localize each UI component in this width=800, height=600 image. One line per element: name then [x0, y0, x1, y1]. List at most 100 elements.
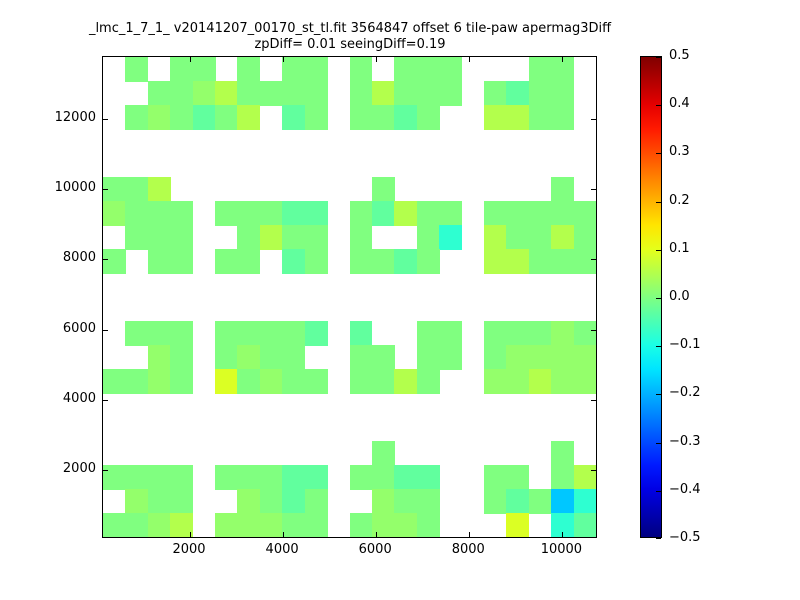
heatmap-cell [125, 513, 149, 537]
heatmap-cell [215, 321, 238, 346]
heatmap-cell [506, 465, 530, 490]
heatmap-cell [170, 57, 194, 82]
y-tick-label: 2000 [62, 461, 96, 477]
heatmap-cell [528, 489, 552, 514]
heatmap-cell [170, 201, 194, 226]
heatmap-cell [439, 345, 463, 370]
colorbar-tick-label: −0.5 [669, 530, 701, 545]
heatmap-cell [237, 105, 261, 130]
heatmap-cell [349, 81, 373, 106]
heatmap-cell [103, 513, 126, 537]
heatmap-cell [259, 465, 283, 490]
heatmap-cell [551, 57, 575, 82]
heatmap-cell [416, 345, 440, 370]
heatmap-cell [147, 81, 171, 106]
heatmap-cell [439, 321, 463, 346]
heatmap-cell [551, 201, 575, 226]
heatmap-cell [237, 201, 261, 226]
heatmap-cell [215, 81, 238, 106]
heatmap-cell [192, 105, 216, 130]
heatmap-cell [259, 489, 283, 514]
colorbar-tick-label: 0.5 [669, 48, 690, 63]
heatmap-cell [551, 225, 575, 250]
heatmap-cell [551, 249, 575, 274]
colorbar-tick-label: 0.4 [669, 96, 690, 112]
heatmap-cell [147, 513, 171, 537]
colorbar-tick-label: 0.2 [669, 192, 690, 208]
heatmap-cell [349, 345, 373, 370]
heatmap-cell [304, 225, 328, 250]
heatmap-cell [259, 513, 283, 537]
heatmap-cell [394, 369, 418, 394]
tick-mark [469, 57, 471, 62]
heatmap-cell [416, 249, 440, 274]
heatmap-cell [439, 81, 463, 106]
heatmap-cell [573, 345, 596, 370]
heatmap-cell [528, 57, 552, 82]
heatmap-cell [170, 105, 194, 130]
heatmap-cell [349, 105, 373, 130]
tick-mark [103, 470, 108, 472]
heatmap-cell [483, 369, 507, 394]
heatmap-cell [551, 321, 575, 346]
heatmap-cell [551, 513, 575, 537]
heatmap-cell [147, 177, 171, 202]
heatmap-cell [551, 465, 575, 490]
heatmap-cell [394, 513, 418, 537]
heatmap-cell [371, 345, 395, 370]
y-tick-label: 8000 [62, 250, 96, 266]
heatmap-cell [483, 489, 507, 514]
plot-title-line1: _lmc_1_7_1_ v20141207_00170_st_tl.fit 35… [88, 21, 612, 36]
heatmap-cell [371, 105, 395, 130]
heatmap-cell [192, 57, 216, 82]
heatmap-cell [147, 369, 171, 394]
heatmap-cell [573, 369, 596, 394]
heatmap-cell [551, 441, 575, 466]
heatmap-cell [483, 321, 507, 346]
tick-mark [591, 118, 596, 120]
heatmap-cell [528, 369, 552, 394]
heatmap-cell [215, 345, 238, 370]
heatmap-cell [506, 513, 530, 537]
heatmap-cell [304, 201, 328, 226]
heatmap-cell [551, 177, 575, 202]
heatmap-cell [528, 225, 552, 250]
heatmap-cell [506, 345, 530, 370]
heatmap-cell [103, 201, 126, 226]
tick-mark [103, 188, 108, 190]
colorbar-tick-label: 0.3 [669, 144, 690, 160]
tick-mark [189, 532, 191, 537]
heatmap-cell [349, 513, 373, 537]
heatmap-cell [506, 225, 530, 250]
heatmap-cell [573, 489, 596, 514]
heatmap-cell [282, 201, 306, 226]
heatmap-cell [259, 225, 283, 250]
heatmap-cell [282, 105, 306, 130]
heatmap-cell [125, 225, 149, 250]
heatmap-cell [215, 201, 238, 226]
heatmap-cell [215, 513, 238, 537]
heatmap-cell [237, 225, 261, 250]
colorbar-tick-label: −0.4 [669, 481, 701, 497]
heatmap-cell [259, 369, 283, 394]
y-tick-label: 12000 [54, 109, 96, 125]
tick-mark [103, 118, 108, 120]
heatmap-cell [528, 201, 552, 226]
colorbar-tick-label: −0.3 [669, 433, 701, 449]
heatmap-cell [304, 513, 328, 537]
heatmap-cell [125, 105, 149, 130]
heatmap-cell [573, 465, 596, 490]
tick-mark [591, 259, 596, 261]
heatmap-cell [483, 105, 507, 130]
heatmap-cell [439, 201, 463, 226]
heatmap-cell [215, 465, 238, 490]
heatmap-cell [371, 465, 395, 490]
heatmap-cell [394, 57, 418, 82]
colorbar-tick-label: −0.2 [669, 385, 701, 401]
heatmap-cell [506, 105, 530, 130]
heatmap-cell [103, 369, 126, 394]
heatmap-cell [147, 321, 171, 346]
heatmap-cell [573, 513, 596, 537]
tick-mark [591, 470, 596, 472]
